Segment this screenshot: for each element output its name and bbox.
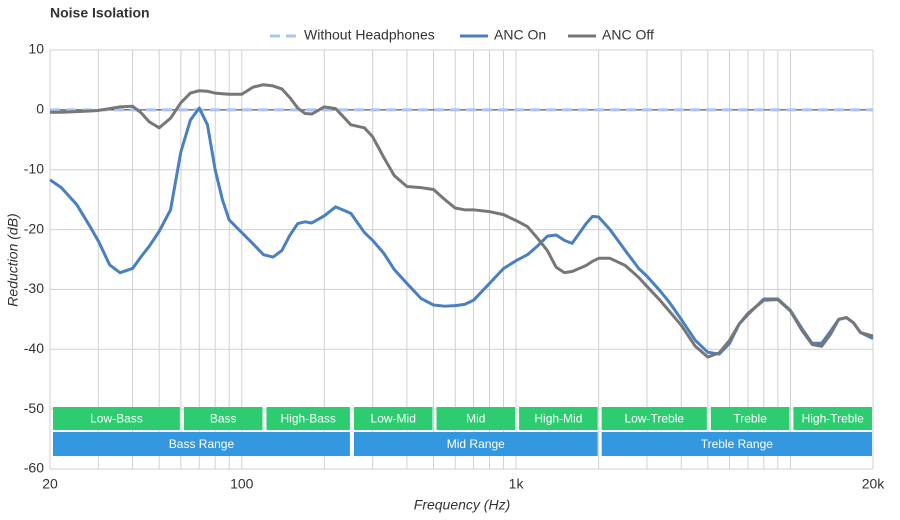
range-band <box>436 407 516 430</box>
range-band <box>353 407 433 430</box>
chart-title: Noise Isolation <box>50 5 150 21</box>
range-label: Treble <box>733 412 767 426</box>
legend-label: Without Headphones <box>304 27 435 43</box>
x-tick-label: 1k <box>509 476 525 492</box>
y-tick-label: -10 <box>24 160 44 176</box>
x-tick-label: 20 <box>42 476 58 492</box>
range-label: High-Treble <box>802 412 865 426</box>
legend-label: ANC Off <box>602 27 654 43</box>
y-tick-label: -60 <box>24 460 44 476</box>
range-band <box>353 432 598 456</box>
series-line <box>49 106 874 356</box>
range-band <box>183 407 263 430</box>
range-label: Mid <box>466 412 485 426</box>
y-tick-label: -40 <box>24 340 44 356</box>
range-label: Bass Range <box>169 437 235 451</box>
y-tick-label: -20 <box>24 220 44 236</box>
range-band <box>601 432 872 456</box>
range-label: High-Bass <box>281 412 336 426</box>
range-label: Bass <box>210 412 237 426</box>
y-tick-label: 10 <box>28 41 44 57</box>
range-band <box>710 407 790 430</box>
range-label: Treble Range <box>701 437 774 451</box>
range-band <box>793 407 872 430</box>
series-line <box>50 83 874 359</box>
range-band <box>53 432 350 456</box>
x-tick-label: 20k <box>862 476 886 492</box>
y-tick-label: -50 <box>24 400 44 416</box>
range-band <box>519 407 598 430</box>
y-tick-label: 0 <box>36 101 44 117</box>
range-band <box>266 407 350 430</box>
range-label: Low-Bass <box>90 412 143 426</box>
range-label: Low-Mid <box>371 412 416 426</box>
range-label: High-Mid <box>534 412 582 426</box>
range-band <box>53 407 180 430</box>
range-label: Low-Treble <box>624 412 684 426</box>
range-band <box>601 407 707 430</box>
legend-label: ANC On <box>494 27 546 43</box>
x-tick-label: 100 <box>230 476 254 492</box>
x-axis-label: Frequency (Hz) <box>414 497 510 513</box>
y-tick-label: -30 <box>24 280 44 296</box>
y-axis-label: Reduction (dB) <box>5 213 21 306</box>
range-label: Mid Range <box>447 437 505 451</box>
